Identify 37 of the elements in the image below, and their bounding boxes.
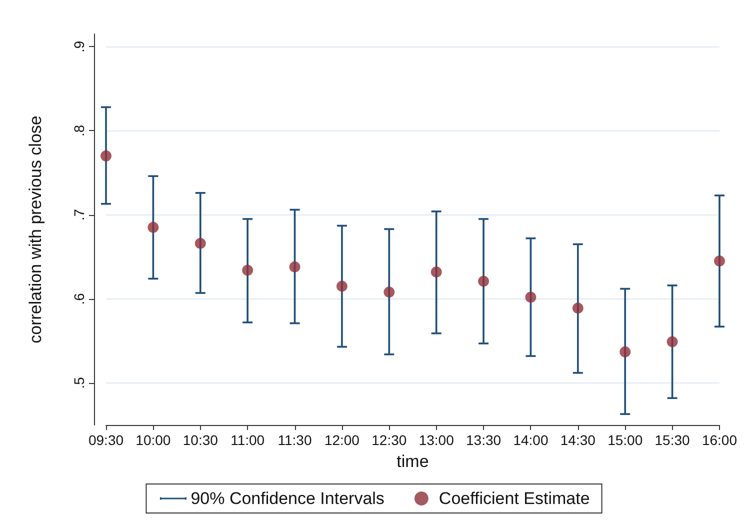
x-tick-label: 13:00: [418, 432, 454, 448]
point: [194, 238, 206, 249]
point: [242, 264, 254, 276]
text: 90% Confidence Intervals: [190, 489, 384, 508]
point: [148, 222, 159, 233]
x-axis-title: time: [396, 452, 429, 471]
x-tick-label: 12:30: [372, 432, 407, 448]
point: [714, 256, 725, 267]
x-tick-label: 10:30: [182, 432, 218, 448]
point: [430, 266, 442, 278]
x-tick-label: 12:00: [324, 432, 360, 448]
point: [572, 302, 584, 314]
point: [100, 150, 112, 162]
y-tick-label: .5: [71, 376, 87, 389]
x-tick-label: 14:00: [513, 432, 548, 448]
point: [336, 280, 348, 292]
point: [478, 276, 490, 287]
x-tick-label: 15:00: [608, 432, 643, 448]
point: [620, 346, 631, 358]
point: [525, 292, 536, 303]
x-tick-label: 16:00: [702, 432, 738, 448]
y-tick-label: .7: [71, 208, 87, 221]
legend-label: Coefficient Estimate: [438, 489, 590, 508]
x-tick-label: 11:00: [230, 432, 265, 448]
point: [666, 336, 678, 348]
x-tick-label: 15:30: [654, 432, 690, 448]
point: [289, 261, 300, 272]
y-axis-title: correlation with previous close: [26, 116, 45, 344]
point: [384, 286, 395, 298]
y-tick-label: .9: [71, 40, 87, 52]
x-tick-label: 13:30: [466, 432, 502, 448]
x-tick-label: 14:30: [560, 432, 596, 448]
y-tick-label: .8: [71, 124, 87, 137]
x-tick-label: 10:00: [136, 432, 171, 448]
y-tick-label: .6: [71, 292, 87, 305]
x-tick-label: 09:30: [88, 432, 124, 448]
x-tick-label: 11:30: [278, 432, 312, 448]
